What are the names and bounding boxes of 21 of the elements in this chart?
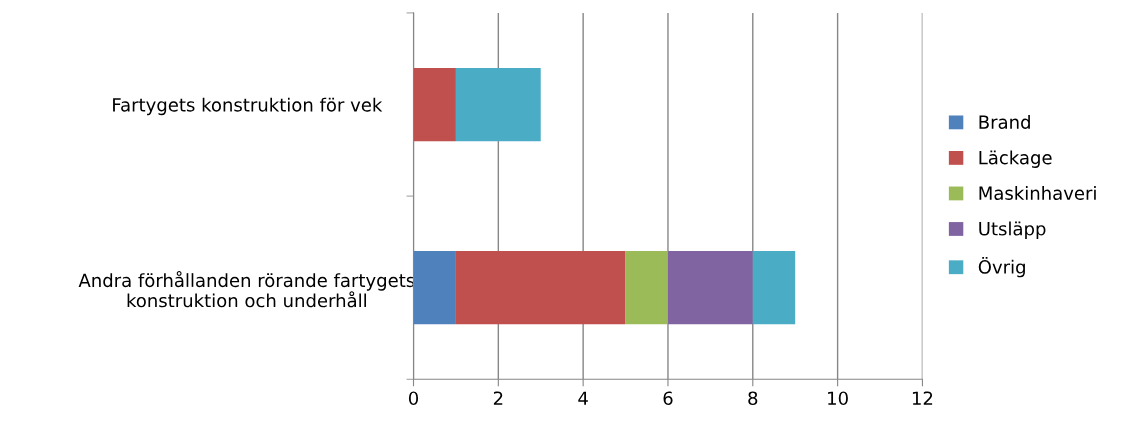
x-tick-label: 0 — [408, 391, 419, 406]
bar — [752, 251, 796, 325]
y-tick-label: Andra förhållanden rörande fartygets konstruktion och underhåll — [78, 271, 415, 308]
bar — [413, 67, 456, 142]
legend-label: Övrig — [978, 257, 1025, 278]
bar — [625, 251, 668, 325]
bar — [455, 67, 541, 142]
x-tick-label: 12 — [912, 391, 933, 405]
y-tick-label: Fartygets konstruktion för vek — [113, 97, 383, 116]
legend-label: Brand — [979, 114, 1030, 129]
legend-label: Utsläpp — [979, 221, 1046, 240]
legend-label: Maskinhaveri — [979, 186, 1096, 200]
x-tick-label: 2 — [493, 391, 503, 405]
legend-label: Läckage — [979, 150, 1052, 168]
x-tick-label: 4 — [578, 391, 588, 405]
bar — [413, 251, 456, 325]
bar — [455, 251, 626, 325]
x-tick-label: 10 — [828, 391, 848, 406]
x-tick-label: 6 — [663, 391, 673, 406]
x-tick-label: 8 — [748, 391, 758, 406]
bar — [667, 251, 753, 325]
